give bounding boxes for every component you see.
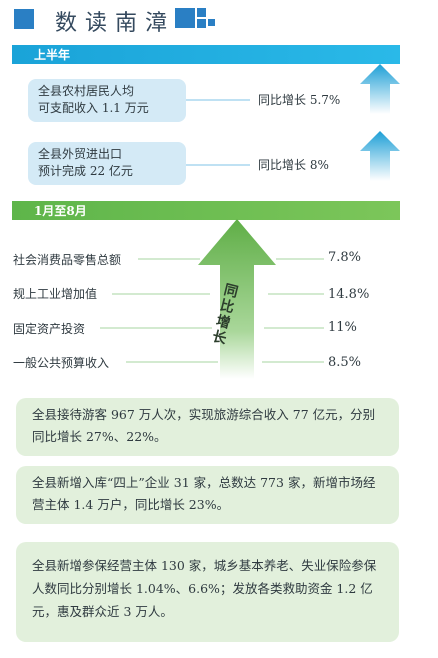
row-divider — [262, 361, 324, 363]
rural-income-growth: 同比增长 5.7% — [258, 93, 341, 107]
page-title: 数读南漳 — [55, 11, 176, 36]
first-half-bar: 上半年 — [12, 45, 400, 64]
first-half-label: 上半年 — [34, 48, 71, 62]
row-divider — [112, 293, 210, 295]
up-arrow-icon — [360, 131, 400, 181]
row-divider — [126, 361, 218, 363]
foreign-trade-box: 全县外贸进出口 预计完成 22 亿元 — [28, 142, 186, 185]
jan-aug-bar: 1月至8月 — [12, 201, 400, 220]
row-label: 规上工业增加值 — [13, 287, 98, 301]
header-square-icon — [14, 9, 34, 29]
tourism-text: 全县接待游客 967 万人次，实现旅游综合收入 77 亿元，分别同比增长 27%… — [32, 407, 376, 444]
row-label: 固定资产投资 — [13, 322, 86, 336]
enterprise-text: 全县新增入库“四上”企业 31 家，总数达 773 家，新增市场经营主体 1.4… — [32, 475, 376, 512]
up-arrow-icon — [360, 64, 400, 114]
row-divider — [268, 293, 324, 295]
row-value: 8.5% — [328, 355, 362, 370]
connector-line — [186, 99, 250, 101]
insurance-panel: 全县新增参保经营主体 130 家，城乡基本养老、失业保险参保人数同比分别增长 1… — [16, 542, 399, 642]
enterprise-panel: 全县新增入库“四上”企业 31 家，总数达 773 家，新增市场经营主体 1.4… — [16, 466, 399, 524]
tourism-panel: 全县接待游客 967 万人次，实现旅游综合收入 77 亿元，分别同比增长 27%… — [16, 398, 399, 456]
rural-income-line2: 可支配收入 1.1 万元 — [38, 101, 149, 115]
row-divider — [264, 327, 324, 329]
connector-line — [186, 164, 250, 166]
row-divider — [138, 258, 200, 260]
row-label: 一般公共预算收入 — [13, 356, 110, 370]
jan-aug-label: 1月至8月 — [34, 204, 87, 218]
foreign-trade-line1: 全县外贸进出口 — [38, 147, 123, 161]
row-value: 11% — [328, 320, 357, 335]
rural-income-line1: 全县农村居民人均 — [38, 84, 135, 98]
row-value: 7.8% — [328, 250, 362, 265]
row-value: 14.8% — [328, 287, 370, 302]
foreign-trade-growth: 同比增长 8% — [258, 158, 329, 172]
foreign-trade-line2: 预计完成 22 亿元 — [38, 164, 133, 178]
insurance-text: 全县新增参保经营主体 130 家，城乡基本养老、失业保险参保人数同比分别增长 1… — [32, 558, 377, 619]
row-divider — [100, 327, 212, 329]
blocks-logo-icon — [175, 6, 215, 32]
big-up-arrow-icon — [198, 219, 276, 379]
row-divider — [276, 258, 324, 260]
row-label: 社会消费品零售总额 — [13, 253, 122, 267]
rural-income-box: 全县农村居民人均 可支配收入 1.1 万元 — [28, 79, 186, 122]
